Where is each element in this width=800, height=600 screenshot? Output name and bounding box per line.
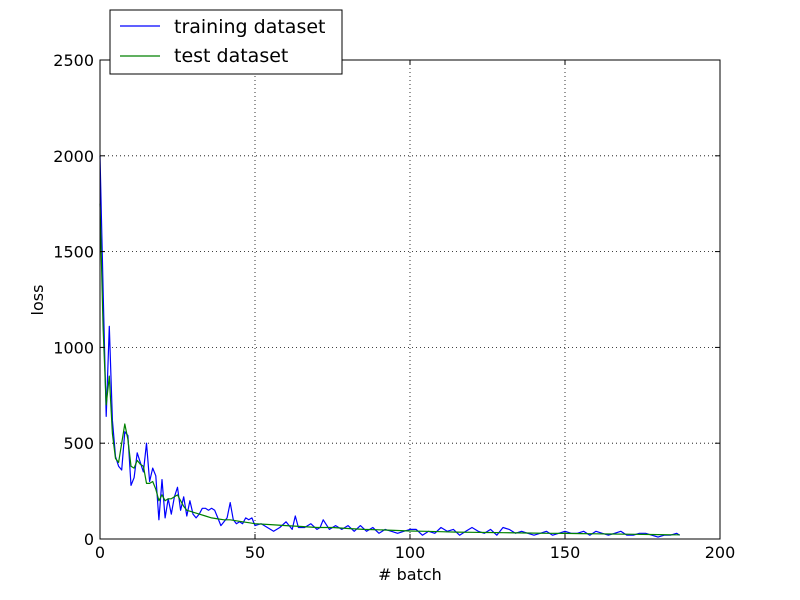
legend-box [109,9,343,75]
grid [100,60,720,539]
y-tick-label: 2500 [53,51,94,70]
y-tick-label: 1500 [53,243,94,262]
x-tick-label: 0 [95,543,105,562]
x-tick-label: 50 [245,543,265,562]
y-tick-label: 2000 [53,147,94,166]
plot-frame [99,59,721,540]
x-axis-label: # batch [378,565,442,584]
y-tick-label: 0 [84,530,94,549]
series-line-training [99,155,681,538]
legend-label-training: training dataset [174,16,325,38]
legend: training dataset test dataset [109,9,343,75]
y-tick-label: 500 [63,434,94,453]
x-tick-label: 150 [550,543,581,562]
y-axis-label: loss [28,285,47,316]
legend-label-test: test dataset [174,45,288,67]
x-tick-label: 100 [395,543,426,562]
x-tick-label: 200 [705,543,736,562]
series-layer [99,155,681,538]
y-tick-label: 1000 [53,338,94,357]
series-line-test [99,203,680,536]
